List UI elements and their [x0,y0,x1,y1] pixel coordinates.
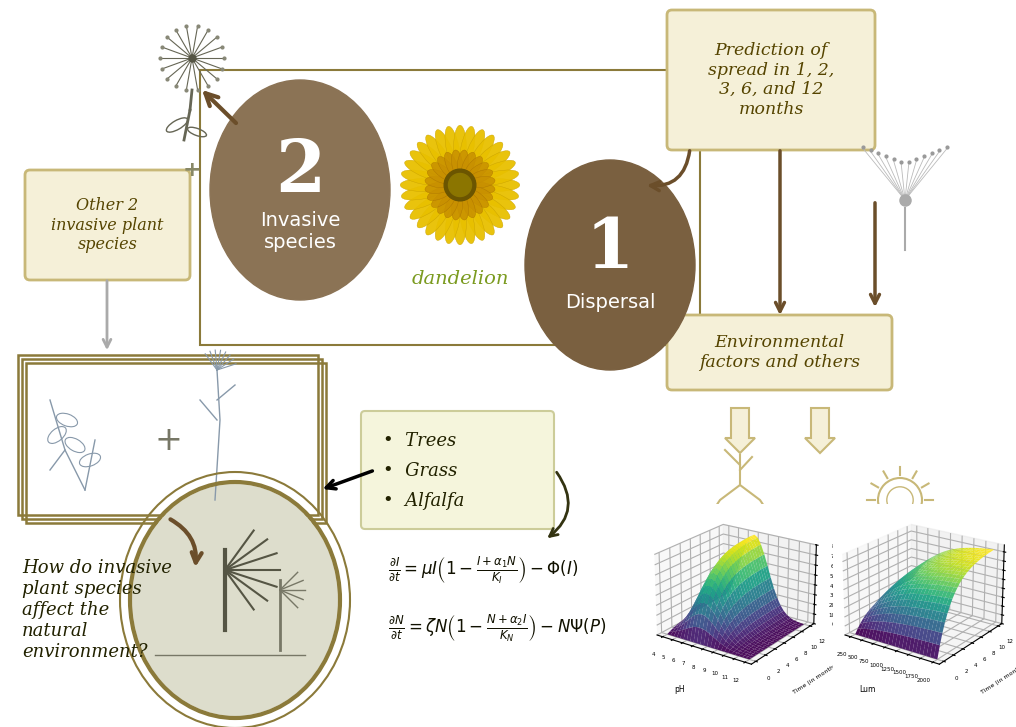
Ellipse shape [467,182,495,193]
Ellipse shape [445,200,460,244]
Text: Invasive
species: Invasive species [260,212,340,252]
Ellipse shape [474,185,518,200]
Ellipse shape [472,192,510,220]
Text: dandelion: dandelion [411,270,509,288]
Ellipse shape [435,129,456,171]
Text: Dispersal: Dispersal [565,294,655,313]
FancyBboxPatch shape [666,315,892,390]
Text: •  Trees: • Trees [383,432,456,450]
Text: $\frac{\partial I}{\partial t} = \mu I \left(1 - \frac{I + \alpha_1 N}{K_I}\righ: $\frac{\partial I}{\partial t} = \mu I \… [388,554,578,586]
Text: 2: 2 [275,137,325,207]
Ellipse shape [465,189,489,207]
Ellipse shape [463,190,483,214]
FancyBboxPatch shape [666,10,875,150]
Ellipse shape [464,198,485,241]
Text: Environmental
factors and others: Environmental factors and others [699,334,860,371]
Ellipse shape [461,192,475,218]
Ellipse shape [453,125,466,170]
Ellipse shape [401,185,445,200]
Ellipse shape [463,156,483,179]
Ellipse shape [465,163,489,181]
Ellipse shape [475,179,520,191]
Ellipse shape [432,163,454,181]
Ellipse shape [451,150,463,177]
Ellipse shape [410,192,448,220]
X-axis label: pH: pH [674,686,685,694]
Bar [200,70,700,345]
Ellipse shape [425,177,452,188]
Ellipse shape [426,197,453,235]
Text: +: + [154,424,182,457]
Ellipse shape [418,142,450,175]
Ellipse shape [472,150,510,177]
Text: •  Grass: • Grass [383,462,457,480]
Ellipse shape [445,126,460,170]
Ellipse shape [438,156,456,179]
Y-axis label: Time (in months): Time (in months) [792,662,840,696]
Text: Prediction of
spread in 1, 2,
3, 6, and 12
months: Prediction of spread in 1, 2, 3, 6, and … [708,42,834,118]
Ellipse shape [426,135,453,173]
Ellipse shape [457,150,468,177]
Ellipse shape [473,189,515,210]
Ellipse shape [404,189,446,210]
Bar [22,359,322,519]
Bar [26,363,326,523]
Text: •  Alfalfa: • Alfalfa [383,492,464,510]
Ellipse shape [438,190,456,214]
Text: How do invasive
plant species
affect the
natural
environment?: How do invasive plant species affect the… [22,559,172,661]
Ellipse shape [459,126,475,170]
Bar [18,355,318,515]
Ellipse shape [132,484,338,716]
Ellipse shape [410,150,448,177]
Ellipse shape [435,198,456,241]
Ellipse shape [457,193,468,220]
Ellipse shape [445,192,459,218]
Ellipse shape [459,200,475,244]
FancyBboxPatch shape [361,411,554,529]
Circle shape [448,174,471,196]
Text: Soil pH Level: Soil pH Level [687,546,793,564]
Ellipse shape [401,170,445,185]
Text: $\frac{\partial N}{\partial t} = \zeta N \left(1 - \frac{N + \alpha_2 I}{K_N}\ri: $\frac{\partial N}{\partial t} = \zeta N… [388,612,607,644]
Ellipse shape [428,186,453,201]
Ellipse shape [464,129,485,171]
Ellipse shape [470,195,503,228]
Ellipse shape [432,189,454,207]
Text: Other 2
invasive plant
species: Other 2 invasive plant species [52,197,164,253]
Ellipse shape [404,160,446,181]
Ellipse shape [467,186,493,201]
FancyArrow shape [725,408,755,453]
FancyArrow shape [805,408,835,453]
Ellipse shape [425,182,452,193]
Text: 1: 1 [586,215,634,283]
Ellipse shape [467,197,495,235]
Ellipse shape [461,152,475,178]
X-axis label: Lum: Lum [860,686,876,694]
Y-axis label: Time (in months): Time (in months) [980,662,1016,696]
Ellipse shape [467,135,495,173]
Ellipse shape [428,169,453,184]
Ellipse shape [525,160,695,370]
Ellipse shape [445,152,459,178]
Ellipse shape [418,195,450,228]
Text: +: + [183,160,201,180]
Circle shape [444,169,475,201]
FancyBboxPatch shape [25,170,190,280]
Ellipse shape [451,193,463,220]
Ellipse shape [470,142,503,175]
Ellipse shape [473,160,515,181]
Ellipse shape [467,169,493,184]
Ellipse shape [453,200,466,245]
Ellipse shape [467,177,495,188]
Text: Sunlight: Sunlight [866,541,934,559]
Ellipse shape [210,80,390,300]
Ellipse shape [400,179,445,191]
Ellipse shape [474,170,518,185]
